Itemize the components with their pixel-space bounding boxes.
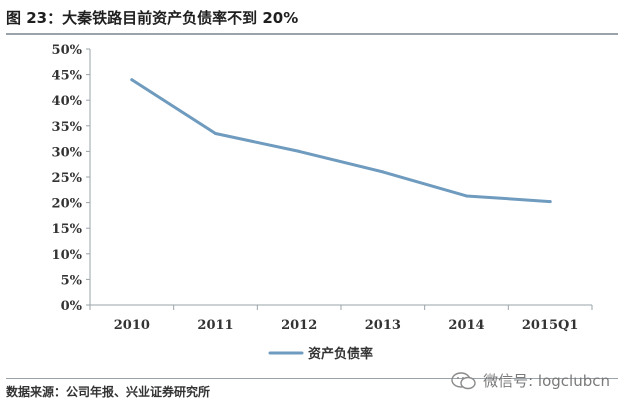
footer-divider — [6, 378, 618, 379]
y-tick-label: 35% — [52, 120, 83, 135]
legend: 资产负债率 — [268, 346, 373, 362]
title-divider — [6, 33, 618, 35]
data-point — [465, 194, 468, 198]
series-line — [130, 78, 552, 204]
data-point — [548, 200, 552, 204]
source-note: 数据来源：公司年报、兴业证券研究所 — [6, 385, 211, 399]
data-point — [381, 170, 385, 174]
x-tick-label: 2014 — [448, 318, 484, 333]
y-tick-label: 40% — [52, 94, 83, 109]
y-axis: 0% 5% 10% 15% 20% 25% 30% 35% 40% 45% 50% — [52, 43, 91, 314]
wechat-icon — [451, 371, 476, 389]
watermark: 微信号: logclubcn — [451, 370, 610, 391]
y-tick-label: 20% — [52, 197, 83, 212]
y-tick-label: 0% — [61, 299, 83, 314]
legend-label: 资产负债率 — [308, 346, 373, 362]
y-tick-label: 45% — [52, 69, 83, 84]
x-tick-label: 2012 — [281, 318, 317, 333]
x-axis: 2010 2011 2012 2013 2014 2015Q1 — [89, 304, 593, 333]
y-tick-label: 10% — [52, 248, 83, 263]
x-tick-label: 2010 — [114, 318, 150, 333]
y-tick-label: 5% — [61, 273, 83, 288]
chart-title: 图 23：大秦铁路目前资产负债率不到 20% — [6, 9, 299, 27]
watermark-text: 微信号: logclubcn — [483, 372, 610, 390]
x-tick-label: 2015Q1 — [522, 318, 579, 333]
line-chart: 0% 5% 10% 15% 20% 25% 30% 35% 40% 45% 50% 2010 2011… — [52, 43, 593, 362]
x-tick-label: 2011 — [197, 318, 233, 333]
y-tick-label: 50% — [52, 43, 83, 58]
data-point — [297, 149, 301, 153]
y-tick-label: 15% — [52, 222, 83, 237]
x-tick-label: 2013 — [365, 318, 401, 333]
data-point — [214, 131, 217, 135]
data-point — [130, 78, 134, 82]
series-group — [130, 78, 552, 204]
y-tick-label: 25% — [52, 171, 83, 186]
y-tick-label: 30% — [52, 145, 83, 160]
